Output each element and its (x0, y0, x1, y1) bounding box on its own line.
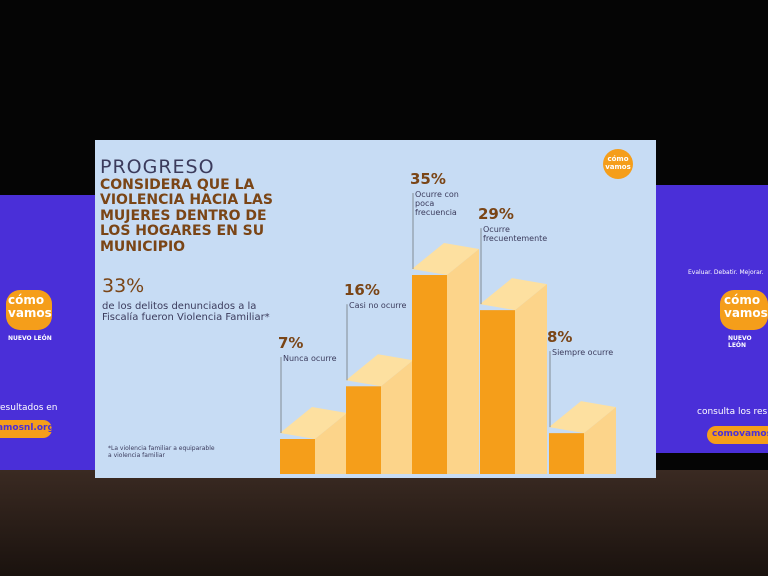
value-label: 8% (547, 328, 573, 347)
value-label: 29% (478, 205, 514, 224)
bar-top (480, 278, 547, 311)
left-logo: cómo vamos (8, 293, 52, 321)
right-logo-badge (720, 290, 768, 330)
left-region: NUEVO LEÓN (8, 335, 52, 342)
right-url: comovamosnl.org (712, 429, 768, 439)
right-logo: cómo vamos (724, 293, 768, 321)
logo: cómo vamos (605, 155, 631, 171)
bar-front (480, 310, 515, 474)
value-label: 35% (410, 170, 446, 188)
right-tagline: Evaluar. Debatir. Mejorar. (688, 269, 764, 276)
right-cta: consulta los resultados en (697, 407, 768, 417)
right-url-pill (707, 426, 768, 444)
category-label: Siempre ocurre (552, 348, 614, 358)
bar-chart (280, 193, 616, 474)
left-url-pill (0, 420, 52, 438)
category-label: Casi no ocurre (349, 301, 407, 311)
category-label: Ocurre con poca frecuencia (415, 190, 459, 217)
bar-top (346, 354, 413, 387)
bar-top (280, 407, 347, 439)
bar-front (346, 386, 381, 474)
bar-side (515, 284, 547, 474)
left-url: comovamosnl.org (0, 423, 54, 433)
category-label: Ocurre frecuentemente (483, 225, 548, 243)
left-logo-badge (6, 290, 52, 330)
value-label: 16% (344, 281, 380, 300)
stage-floor (0, 470, 768, 576)
bar-side (584, 407, 616, 474)
bar-top (549, 401, 616, 434)
bar-top (412, 243, 479, 275)
bar-front (412, 275, 447, 474)
stat-value: 33% (102, 275, 145, 297)
left-cta: consulta los resultados en (0, 403, 58, 413)
bar-side (381, 360, 413, 474)
logo-badge (603, 149, 633, 179)
right-region: NUEVO LEÓN (728, 335, 752, 349)
category-label: Nunca ocurre (283, 354, 337, 363)
chart-subtitle: CONSIDERA QUE LA VIOLENCIA HACIA LAS MUJ… (100, 177, 273, 255)
chart-title: PROGRESO (100, 156, 215, 178)
bar-side (315, 413, 347, 474)
bar-front (280, 439, 315, 474)
value-label: 7% (278, 334, 304, 352)
footnote: *La violencia familiar a equiparable a v… (108, 445, 215, 459)
bar-front (549, 433, 584, 474)
bar-side (447, 249, 479, 474)
stat-text: de los delitos denunciados a la Fiscalía… (102, 301, 270, 323)
